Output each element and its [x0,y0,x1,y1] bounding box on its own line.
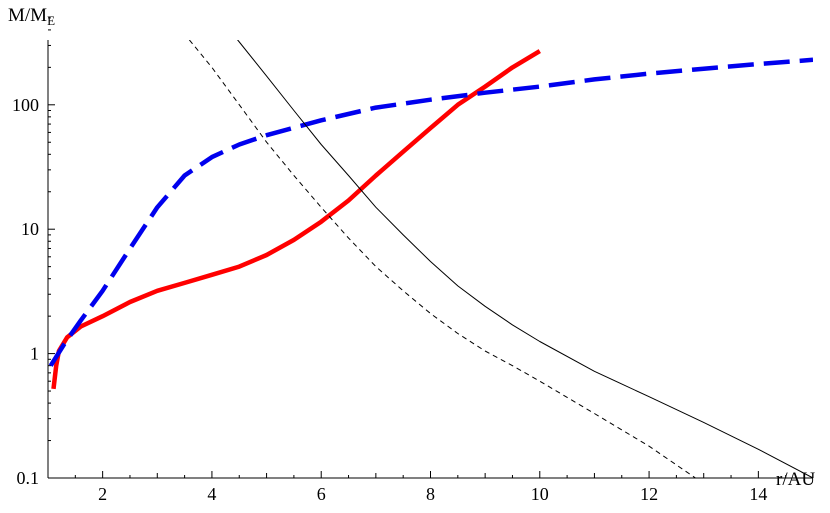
axes [47,40,813,479]
ticks: 2 4 6 8 10 12 14 0.1 1 10 100 [12,17,814,504]
y-axis-label-base: M/M [8,5,47,26]
series-layer [48,40,813,478]
x-tick-label: 10 [531,484,549,504]
series-line-2 [48,57,813,367]
y-tick-label: 1 [30,344,39,364]
series-line-3 [237,40,813,478]
x-tick-label: 2 [98,484,107,504]
x-tick-label: 14 [749,484,767,504]
x-tick-label: 4 [207,484,216,504]
series-line-1 [51,49,541,390]
series-line-4 [188,40,696,478]
y-tick-label: 0.1 [17,468,40,488]
y-axis-label: M/ME [8,5,55,28]
y-axis-label-subscript: E [47,13,55,28]
x-axis-label: r/AU [776,469,815,490]
x-tick-label: 6 [317,484,326,504]
y-tick-label: 10 [21,219,39,239]
x-tick-label: 12 [640,484,658,504]
x-tick-label: 8 [426,484,435,504]
y-tick-label: 100 [12,95,39,115]
